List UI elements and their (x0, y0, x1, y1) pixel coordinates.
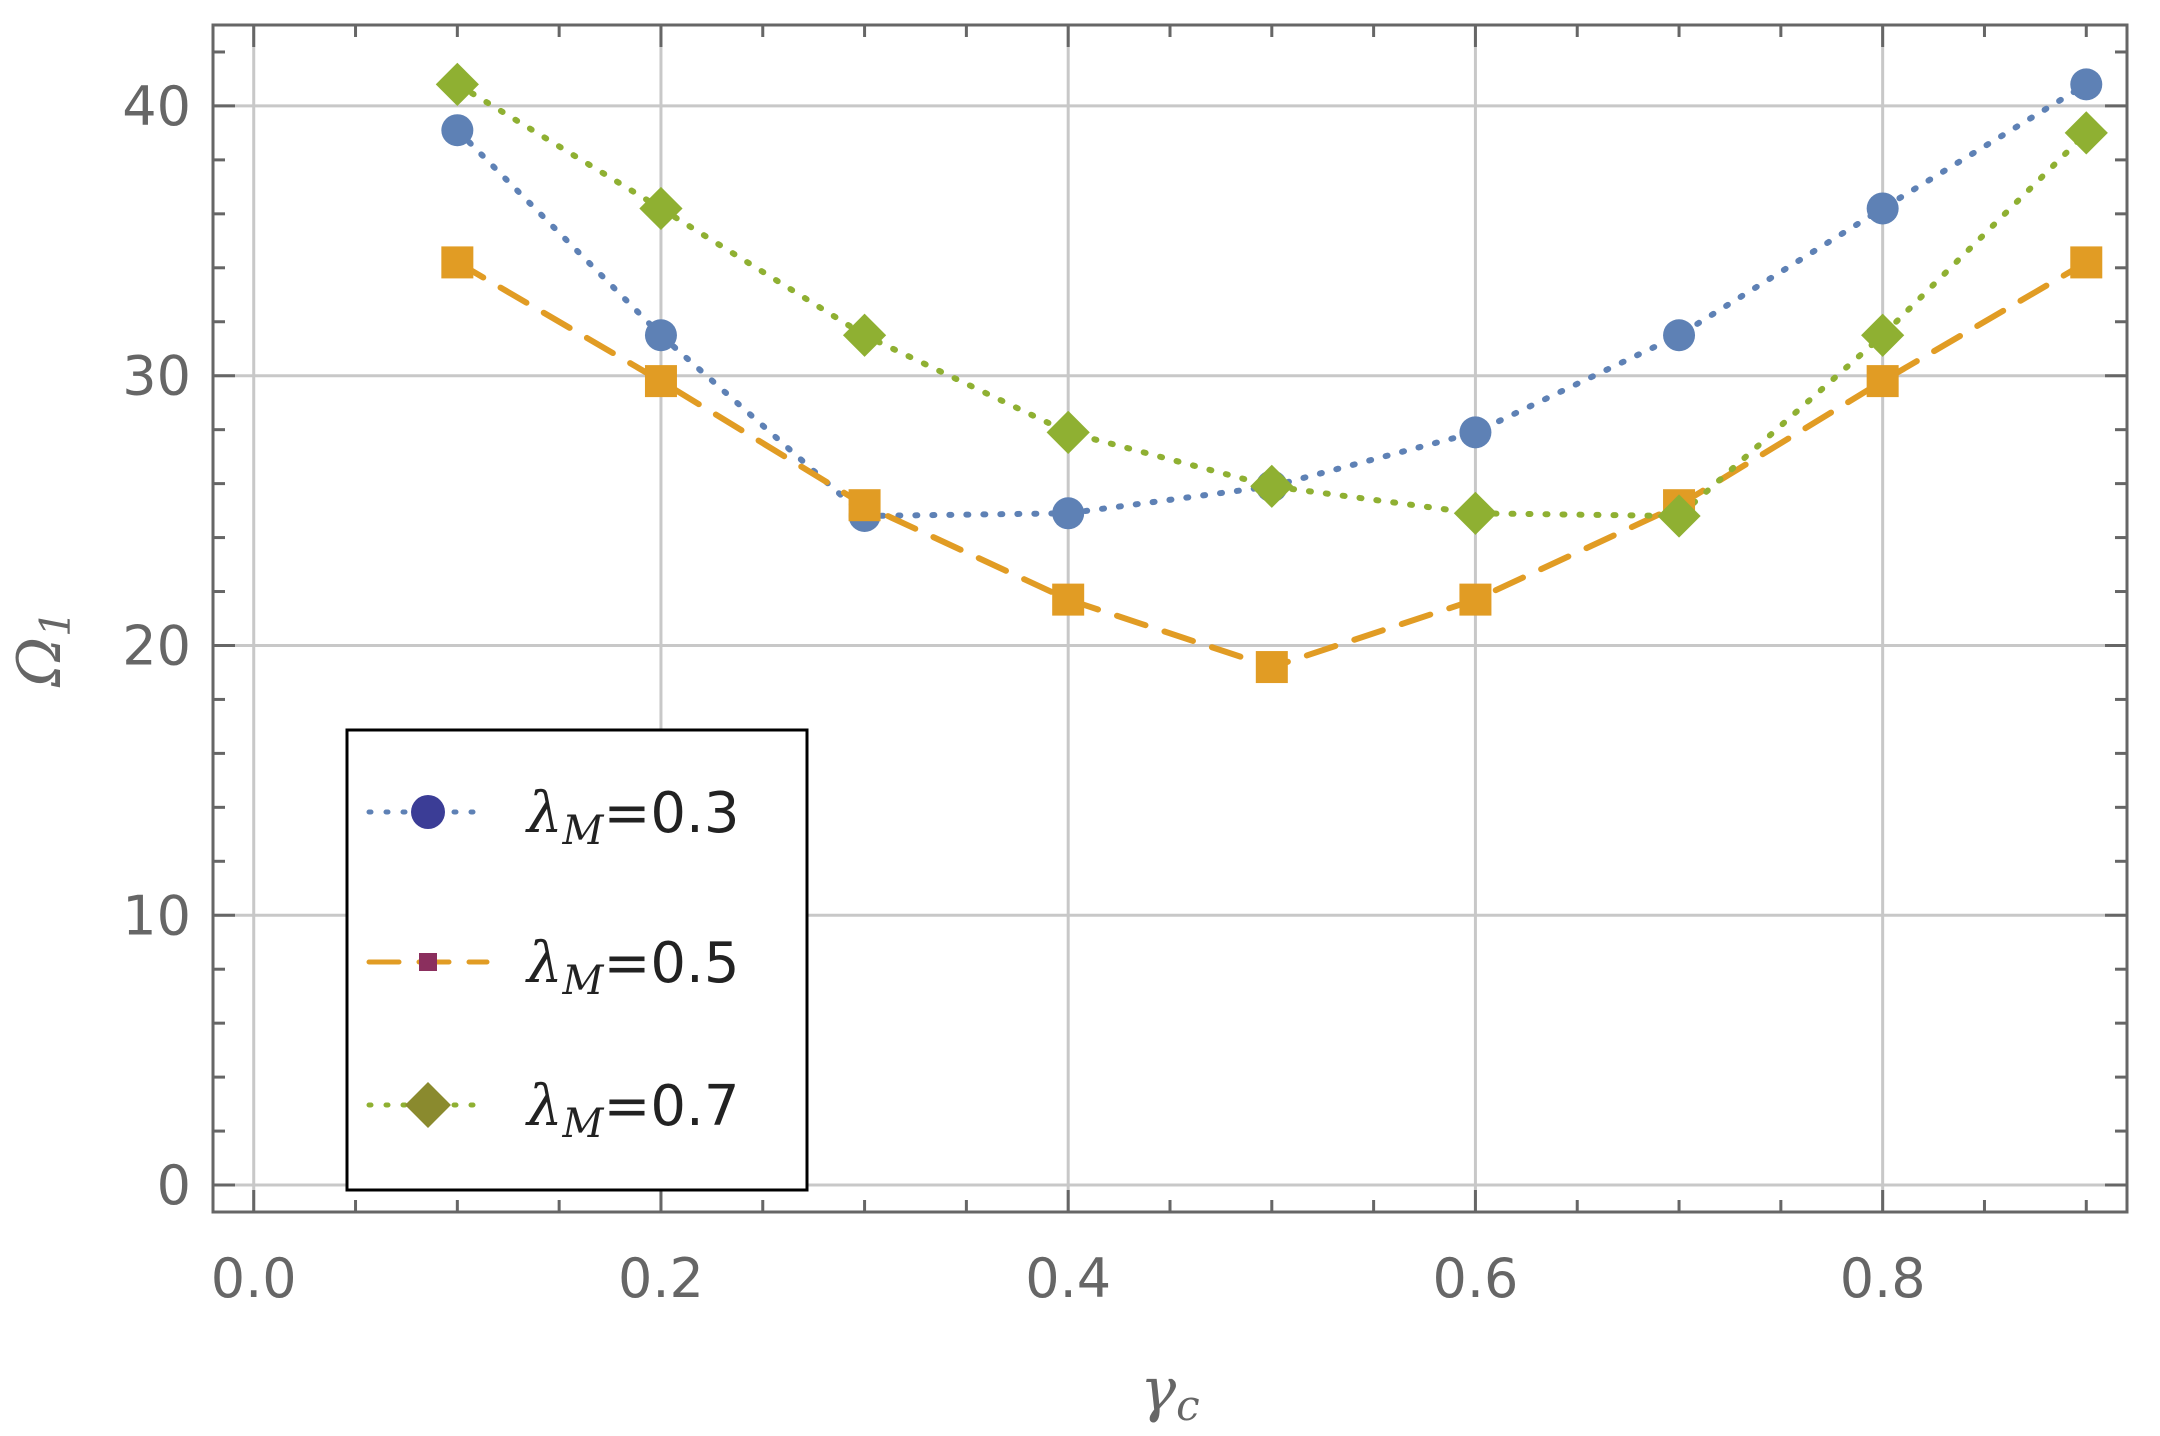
legend-entry-2: λM=0.5 (366, 931, 739, 1004)
y-tick-label: 30 (122, 345, 191, 408)
data-point-series-3 (1657, 494, 1701, 538)
data-point-series-1 (1866, 192, 1899, 225)
y-tick-label: 10 (122, 884, 191, 947)
x-tick-label: 0.2 (618, 1247, 704, 1310)
data-point-series-2 (1459, 583, 1492, 616)
data-point-series-3 (435, 62, 479, 106)
x-axis-title-sub: c (1176, 1381, 1200, 1430)
legend-entry-3: λM=0.7 (366, 1074, 739, 1147)
legend-marker (405, 1082, 451, 1128)
data-point-series-1 (441, 114, 474, 147)
ticks (213, 25, 2127, 1212)
data-point-series-1 (2070, 68, 2103, 101)
data-point-series-1 (644, 319, 677, 352)
series-line-1 (454, 81, 2090, 520)
legend-label-subscript: M (562, 1101, 605, 1147)
legend-label: λM=0.3 (525, 781, 739, 854)
x-axis-title-main: γ (1140, 1355, 1176, 1425)
data-point-series-2 (441, 246, 474, 279)
data-point-series-2 (1255, 651, 1288, 684)
data-point-series-2 (644, 365, 677, 398)
series-markers (435, 62, 2108, 684)
data-point-series-3 (1250, 464, 1294, 508)
series-line-3 (454, 81, 2090, 520)
tick-labels: 0.0 0.2 0.4 0.6 0.8 0 10 20 30 40 (122, 75, 1925, 1310)
x-tick-label: 0.4 (1025, 1247, 1111, 1310)
y-tick-label: 40 (122, 75, 191, 138)
legend-entry-1: λM=0.3 (366, 781, 739, 854)
data-point-series-3 (842, 313, 887, 357)
legend-marker (411, 795, 445, 829)
legend-label-subscript: M (562, 958, 605, 1004)
legend-label-value: =0.3 (603, 781, 739, 846)
legend-label: λM=0.7 (525, 1074, 739, 1147)
x-axis-title: γc (1140, 1355, 1199, 1430)
data-point-series-3 (2064, 111, 2108, 155)
y-tick-label: 0 (157, 1154, 191, 1217)
data-point-series-3 (1453, 491, 1498, 535)
data-point-series-1 (1459, 416, 1492, 449)
data-point-series-2 (1052, 583, 1085, 616)
legend-label: λM=0.5 (525, 931, 739, 1004)
legend-label-symbol: λ (525, 1074, 563, 1139)
data-point-series-1 (1052, 497, 1085, 530)
y-axis-title-main: Ω (5, 637, 75, 688)
data-point-series-2 (1866, 365, 1899, 398)
data-point-series-2 (848, 489, 881, 522)
data-point-series-2 (2070, 246, 2103, 279)
y-axis-title-sub: 1 (31, 610, 80, 637)
y-axis-title: Ω1 (5, 610, 80, 687)
y-tick-label: 20 (122, 614, 191, 677)
legend-label-value: =0.7 (603, 1074, 739, 1139)
legend-label-symbol: λ (525, 931, 563, 996)
x-tick-label: 0.6 (1432, 1247, 1518, 1310)
data-point-series-3 (1046, 410, 1090, 454)
legend-label-value: =0.5 (603, 931, 739, 996)
legend-label-subscript: M (562, 808, 605, 854)
legend-label-symbol: λ (525, 781, 563, 846)
x-tick-label: 0.0 (211, 1247, 297, 1310)
x-tick-label: 0.8 (1840, 1247, 1926, 1310)
data-point-series-1 (1663, 319, 1696, 352)
data-point-series-3 (639, 186, 683, 231)
data-point-series-3 (1861, 313, 1905, 357)
legend: λM=0.3λM=0.5λM=0.7 (345, 728, 809, 1192)
legend-marker (419, 953, 437, 971)
